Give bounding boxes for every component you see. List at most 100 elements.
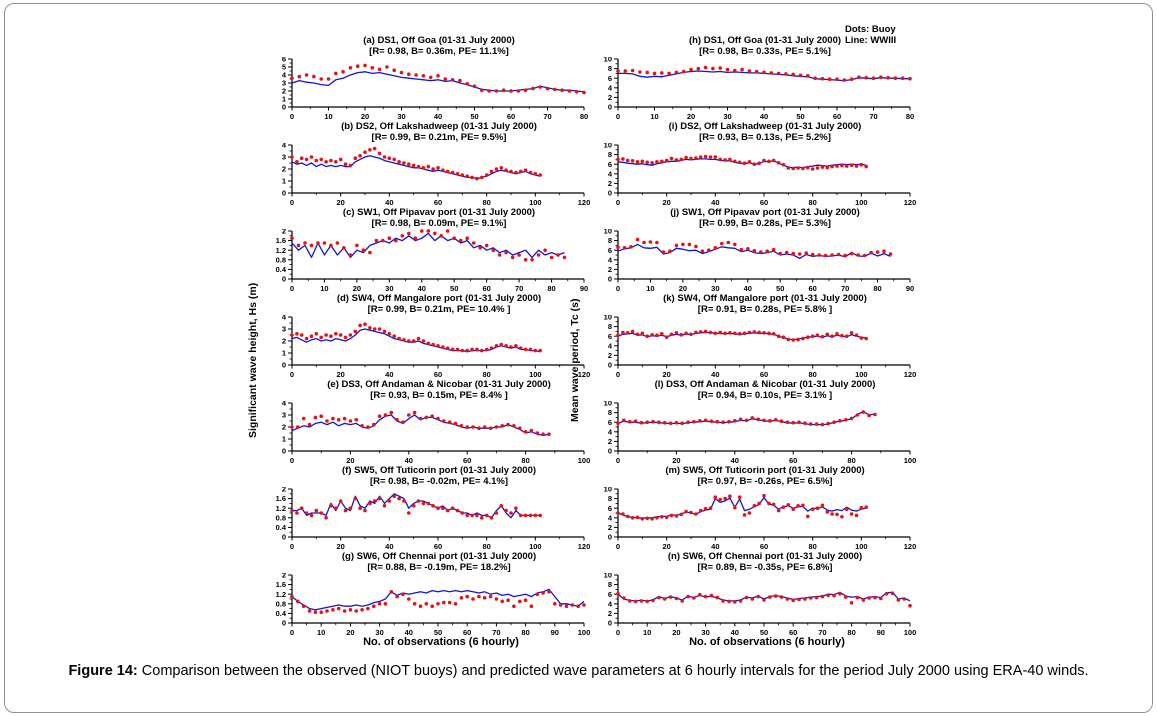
x-tick-label: 80 <box>906 112 914 121</box>
y-tick-label: 0 <box>608 619 612 628</box>
plot-f: 00.40.81.21.620 20 40 60 80 100 120 <box>276 487 590 551</box>
panel-d: (d) SW4, Off Mangalore port (01-31 July … <box>258 293 590 380</box>
panel-title-line1: (c) SW1, Off Pipavav port (01-31 July 20… <box>342 207 536 218</box>
buoy-dots <box>290 590 586 614</box>
x-tick-label: 40 <box>405 628 413 637</box>
y-tick-label: 8 <box>608 150 612 159</box>
buoy-dots <box>616 237 893 258</box>
x-tick-label: 20 <box>662 198 670 207</box>
y-tick-label: 4 <box>608 599 613 608</box>
x-axis-label: No. of observations (6 hourly) <box>363 636 519 648</box>
x-tick-label: 0 <box>290 284 294 293</box>
y-tick-label: 2 <box>608 265 612 274</box>
y-tick-label: 10 <box>604 487 612 494</box>
x-tick-label: 80 <box>808 198 816 207</box>
x-tick-label: 50 <box>760 628 768 637</box>
x-tick-label: 70 <box>492 628 500 637</box>
model-line <box>292 493 541 519</box>
x-tick-label: 30 <box>701 628 709 637</box>
y-tick-label: 0 <box>282 533 286 542</box>
y-tick-label: 8 <box>608 494 612 503</box>
x-tick-label: 40 <box>731 456 739 465</box>
y-tick-label: 6 <box>608 74 612 83</box>
x-tick-label: 90 <box>580 284 588 293</box>
y-tick-label: 0.4 <box>276 609 287 618</box>
y-tick-label: 0 <box>282 619 286 628</box>
x-tick-label: 120 <box>578 542 590 551</box>
x-tick-label: 80 <box>482 198 490 207</box>
y-tick-label: 2 <box>282 487 286 494</box>
panel-title-line1: (f) SW5, Off Tuticorin port (01-31 July … <box>341 465 537 476</box>
y-tick-label: 0 <box>608 447 612 456</box>
y-tick-label: 10 <box>604 573 612 580</box>
panel-g: (g) SW6, Off Chennai port (01-31 July 20… <box>258 551 590 638</box>
panel-title-line1: (k) SW4, Off Mangalore port (01-31 July … <box>663 293 867 304</box>
y-tick-label: 8 <box>608 64 612 73</box>
panel-f: (f) SW5, Off Tuticorin port (01-31 July … <box>258 465 590 552</box>
buoy-dots <box>616 329 868 342</box>
panel-h: (h) DS1, Off Goa (01-31 July 2000) [R= 0.… <box>584 35 916 122</box>
x-tick-label: 60 <box>482 284 490 293</box>
panel-a: (a) DS1, Off Goa (01-31 July 2000) [R= 0.… <box>258 35 590 122</box>
x-tick-label: 120 <box>904 542 916 551</box>
x-tick-label: 0 <box>290 628 294 637</box>
model-line <box>291 588 585 611</box>
x-tick-label: 20 <box>662 370 670 379</box>
y-tick-label: 0.8 <box>276 255 286 264</box>
panel-title-line1: (j) SW1, Off Pipavav port (01-31 July 20… <box>670 207 860 218</box>
panel-stats-line: [R= 0.94, B= 0.10s, PE= 3.1% ] <box>697 389 833 401</box>
buoy-dots <box>616 410 877 427</box>
x-tick-label: 120 <box>578 370 590 379</box>
plot-g: 00.40.81.21.620 10 20 30 40 50 60 70 80 90 100 <box>276 573 590 637</box>
x-tick-label: 0 <box>290 456 294 465</box>
panel-title: (j) SW1, Off Pipavav port (01-31 July 20… <box>584 207 916 229</box>
y-tick-label: 2 <box>608 351 612 360</box>
panel-l: (l) DS3, Off Andaman & Nicobar (01-31 Ju… <box>584 379 916 466</box>
x-tick-label: 100 <box>904 628 916 637</box>
y-tick-label: 0.4 <box>276 523 287 532</box>
panel-stats-line: [R= 0.98, B= 0.09m, PE= 9.1%] <box>371 217 507 229</box>
x-tick-label: 60 <box>833 112 841 121</box>
x-tick-label: 40 <box>711 542 719 551</box>
x-tick-label: 60 <box>434 198 442 207</box>
x-tick-label: 0 <box>290 370 294 379</box>
x-tick-label: 40 <box>731 628 739 637</box>
panel-title-line1: (d) SW4, Off Mangalore port (01-31 July … <box>336 293 542 304</box>
x-tick-label: 100 <box>529 198 542 207</box>
x-tick-label: 60 <box>434 370 442 379</box>
legend-dots: Dots: Buoy <box>845 24 896 35</box>
y-tick-label: 3 <box>282 325 286 334</box>
x-tick-label: 10 <box>317 628 325 637</box>
y-tick-label: 0.4 <box>276 265 287 274</box>
panel-stats-line: [R= 0.98, B= -0.02m, PE= 4.1%] <box>369 475 509 487</box>
y-tick-label: 0 <box>608 361 612 370</box>
panel-title: (d) SW4, Off Mangalore port (01-31 July … <box>258 293 590 315</box>
panel-title-line1: (l) DS3, Off Andaman & Nicobar (01-31 Ju… <box>654 379 876 390</box>
x-tick-label: 80 <box>847 456 855 465</box>
y-tick-label: 8 <box>608 236 612 245</box>
panel-title: (n) SW6, Off Chennai port (01-31 July 20… <box>584 551 916 573</box>
y-tick-label: 1.2 <box>276 504 286 513</box>
legend-line: Line: WWIII <box>845 35 897 46</box>
x-tick-label: 50 <box>450 284 458 293</box>
panel-title: (k) SW4, Off Mangalore port (01-31 July … <box>584 293 916 315</box>
x-tick-label: 20 <box>336 370 344 379</box>
y-tick-label: 6 <box>282 57 286 64</box>
x-tick-label: 80 <box>808 370 816 379</box>
y-tick-label: 6 <box>608 246 612 255</box>
y-tick-label: 10 <box>604 229 612 236</box>
x-tick-label: 40 <box>418 284 426 293</box>
y-tick-label: 0 <box>282 189 286 198</box>
x-tick-label: 50 <box>776 284 784 293</box>
x-tick-label: 10 <box>320 284 328 293</box>
panel-title: (c) SW1, Off Pipavav port (01-31 July 20… <box>258 207 590 229</box>
y-tick-label: 0 <box>608 275 612 284</box>
figure-caption: Figure 14: Comparison between the observ… <box>0 663 1157 679</box>
buoy-dots <box>616 591 912 608</box>
x-tick-label: 30 <box>711 284 719 293</box>
y-tick-label: 2 <box>608 93 612 102</box>
x-tick-label: 40 <box>434 112 442 121</box>
